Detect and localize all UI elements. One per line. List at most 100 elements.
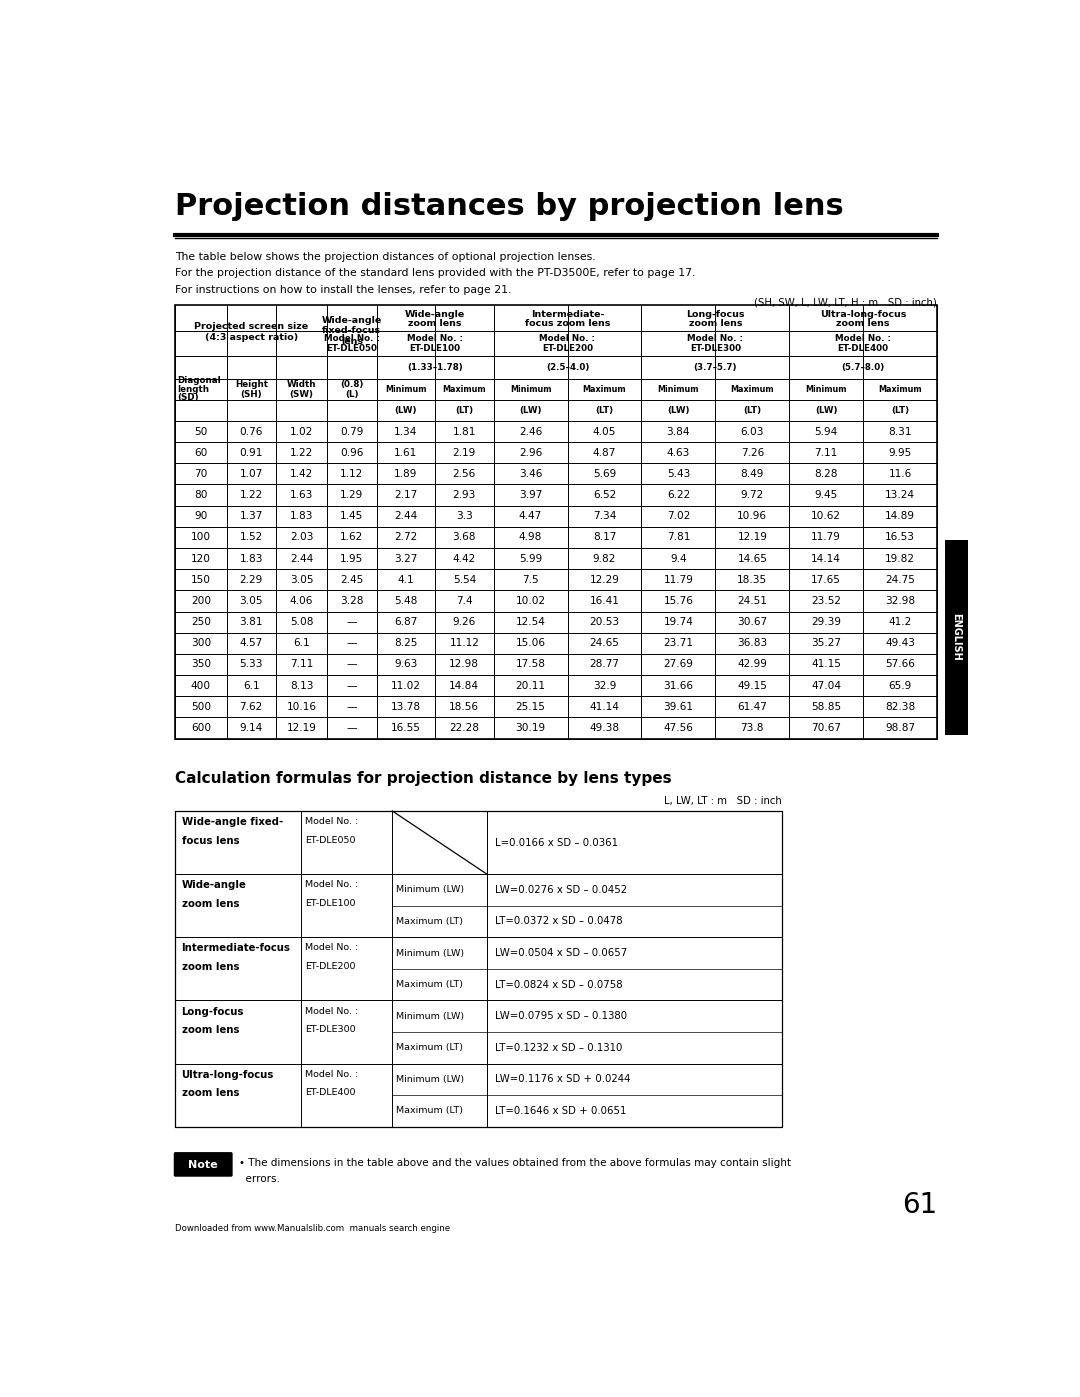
Text: (2.5–4.0): (2.5–4.0) [545,363,590,373]
Text: 4.05: 4.05 [593,426,617,436]
Text: 42.99: 42.99 [738,659,767,669]
Text: 600: 600 [191,724,211,733]
Text: ET-DLE050: ET-DLE050 [326,345,377,353]
Text: 8.31: 8.31 [889,426,912,436]
Text: 6.22: 6.22 [666,490,690,500]
Text: 10.96: 10.96 [738,511,767,521]
Text: 16.53: 16.53 [886,532,915,542]
Text: LW=0.1176 x SD + 0.0244: LW=0.1176 x SD + 0.0244 [495,1074,630,1084]
Text: (LW): (LW) [519,407,542,415]
Text: zoom lens: zoom lens [408,320,462,328]
Text: (LW): (LW) [667,407,690,415]
Text: (LT): (LT) [743,407,761,415]
Text: 1.95: 1.95 [340,553,364,563]
Text: 3.97: 3.97 [518,490,542,500]
Text: 2.19: 2.19 [453,447,476,458]
Text: 1.34: 1.34 [394,426,418,436]
Text: 1.45: 1.45 [340,511,364,521]
Text: 18.56: 18.56 [449,701,480,712]
Text: Ultra-long-focus: Ultra-long-focus [820,310,906,319]
Text: (4:3 aspect ratio): (4:3 aspect ratio) [204,332,298,341]
Text: 9.63: 9.63 [394,659,418,669]
Text: Minimum (LW): Minimum (LW) [396,1074,464,1084]
Text: 65.9: 65.9 [889,680,912,690]
Text: (5.7–8.0): (5.7–8.0) [841,363,885,373]
Text: Minimum: Minimum [386,386,427,394]
Text: 4.06: 4.06 [289,597,313,606]
Text: 6.1: 6.1 [294,638,310,648]
Text: 7.34: 7.34 [593,511,617,521]
Text: 4.42: 4.42 [453,553,476,563]
Text: 0.76: 0.76 [240,426,262,436]
Text: 3.05: 3.05 [240,597,264,606]
Text: focus lens: focus lens [181,835,239,845]
Text: 82.38: 82.38 [885,701,915,712]
Text: 1.22: 1.22 [289,447,313,458]
Text: 17.65: 17.65 [811,574,841,585]
Text: (LT): (LT) [595,407,613,415]
Text: 8.49: 8.49 [741,469,764,479]
Text: 13.78: 13.78 [391,701,421,712]
Text: Wide-angle fixed-: Wide-angle fixed- [181,817,283,827]
Text: Maximum (LT): Maximum (LT) [396,1106,463,1115]
Text: 47.56: 47.56 [663,724,693,733]
Text: 120: 120 [191,553,211,563]
Text: 200: 200 [191,597,211,606]
Text: 1.37: 1.37 [240,511,262,521]
Text: 14.84: 14.84 [449,680,480,690]
Text: 5.99: 5.99 [518,553,542,563]
Text: 2.29: 2.29 [240,574,262,585]
Text: 1.22: 1.22 [240,490,262,500]
Text: 3.46: 3.46 [518,469,542,479]
Text: Model No. :: Model No. : [687,334,743,344]
Text: 11.79: 11.79 [811,532,841,542]
Text: Maximum: Maximum [582,386,626,394]
Text: zoom lens: zoom lens [689,320,742,328]
Text: zoom lens: zoom lens [836,320,890,328]
Text: Model No. :: Model No. : [324,334,380,344]
Text: 39.61: 39.61 [663,701,693,712]
Text: Intermediate-focus: Intermediate-focus [181,943,291,953]
Text: ET-DLE050: ET-DLE050 [305,835,355,845]
Text: 7.11: 7.11 [814,447,838,458]
Text: —: — [347,659,357,669]
Text: 11.02: 11.02 [391,680,421,690]
Text: 61: 61 [902,1190,937,1218]
Text: 8.17: 8.17 [593,532,617,542]
Text: 3.84: 3.84 [666,426,690,436]
Text: LW=0.0504 x SD – 0.0657: LW=0.0504 x SD – 0.0657 [495,949,626,958]
Text: 100: 100 [191,532,211,542]
Text: 10.02: 10.02 [515,597,545,606]
Text: 8.25: 8.25 [394,638,418,648]
Text: 9.45: 9.45 [814,490,838,500]
Text: 5.54: 5.54 [453,574,476,585]
Text: length: length [177,386,210,394]
Text: 24.75: 24.75 [886,574,915,585]
Text: LT=0.1232 x SD – 0.1310: LT=0.1232 x SD – 0.1310 [495,1042,622,1053]
Text: 400: 400 [191,680,211,690]
Text: 1.62: 1.62 [340,532,364,542]
Text: 2.46: 2.46 [518,426,542,436]
Text: 12.19: 12.19 [738,532,767,542]
Text: Model No. :: Model No. : [305,817,357,826]
Text: 5.43: 5.43 [666,469,690,479]
Text: 49.43: 49.43 [886,638,915,648]
Text: Model No. :: Model No. : [305,1070,357,1078]
Text: 12.54: 12.54 [515,617,545,627]
Text: 11.79: 11.79 [663,574,693,585]
Text: (SD): (SD) [177,394,199,402]
Text: errors.: errors. [239,1175,280,1185]
Text: 1.07: 1.07 [240,469,262,479]
Text: 15.76: 15.76 [663,597,693,606]
Text: 5.48: 5.48 [394,597,418,606]
Text: 1.52: 1.52 [240,532,262,542]
Text: —: — [347,701,357,712]
Text: 1.42: 1.42 [289,469,313,479]
Text: 90: 90 [194,511,207,521]
Text: 23.52: 23.52 [811,597,841,606]
Text: 300: 300 [191,638,211,648]
Text: ET-DLE400: ET-DLE400 [305,1088,355,1097]
Text: 50: 50 [194,426,207,436]
Text: 12.98: 12.98 [449,659,480,669]
Text: 9.82: 9.82 [593,553,617,563]
